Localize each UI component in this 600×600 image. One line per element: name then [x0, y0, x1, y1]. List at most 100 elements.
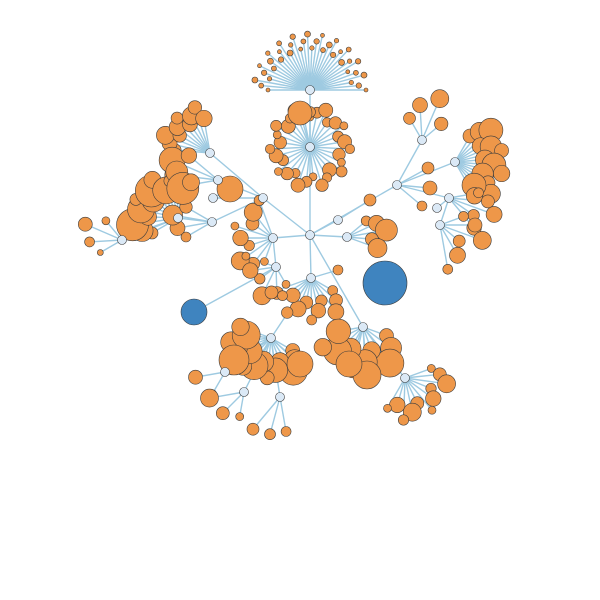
leaf-node[interactable]	[315, 178, 329, 192]
leaf-node[interactable]	[344, 143, 355, 155]
leaf-node[interactable]	[97, 249, 104, 256]
leaf-node[interactable]	[375, 218, 398, 242]
leaf-node[interactable]	[355, 82, 362, 89]
leaf-node[interactable]	[270, 120, 282, 132]
internal-node[interactable]	[205, 148, 215, 158]
leaf-node[interactable]	[412, 97, 428, 113]
leaf-node[interactable]	[309, 45, 315, 51]
leaf-node[interactable]	[442, 263, 454, 275]
leaf-node[interactable]	[425, 390, 442, 407]
leaf-node[interactable]	[313, 338, 332, 357]
leaf-node[interactable]	[258, 82, 265, 89]
leaf-node[interactable]	[339, 121, 349, 131]
leaf-node[interactable]	[272, 130, 282, 140]
leaf-node[interactable]	[458, 211, 469, 222]
leaf-node[interactable]	[254, 273, 266, 285]
leaf-node[interactable]	[426, 364, 436, 373]
internal-node[interactable]	[305, 85, 315, 95]
leaf-node[interactable]	[261, 69, 268, 76]
leaf-node[interactable]	[434, 116, 449, 131]
leaf-node[interactable]	[265, 143, 276, 155]
leaf-node[interactable]	[320, 47, 326, 53]
leaf-node[interactable]	[298, 46, 304, 52]
leaf-node[interactable]	[333, 38, 340, 44]
internal-node[interactable]	[435, 220, 445, 230]
internal-node[interactable]	[266, 333, 276, 343]
leaf-node[interactable]	[78, 216, 93, 232]
leaf-node[interactable]	[422, 180, 438, 196]
leaf-node[interactable]	[271, 65, 277, 72]
leaf-node[interactable]	[330, 51, 337, 58]
leaf-node[interactable]	[347, 58, 353, 64]
leaf-node[interactable]	[383, 403, 392, 413]
internal-node[interactable]	[220, 367, 230, 377]
leaf-node[interactable]	[180, 231, 192, 243]
leaf-node[interactable]	[300, 38, 307, 45]
leaf-node[interactable]	[200, 388, 219, 408]
internal-node[interactable]	[275, 392, 285, 402]
leaf-node[interactable]	[367, 238, 388, 258]
leaf-node[interactable]	[242, 262, 259, 279]
internal-node[interactable]	[207, 217, 217, 227]
leaf-node[interactable]	[320, 33, 325, 38]
leaf-node[interactable]	[325, 318, 351, 344]
leaf-node[interactable]	[327, 303, 345, 321]
leaf-node[interactable]	[277, 49, 282, 55]
leaf-node[interactable]	[338, 59, 345, 66]
highlighted-node[interactable]	[362, 260, 408, 306]
leaf-node[interactable]	[235, 412, 244, 421]
leaf-node[interactable]	[427, 405, 437, 415]
internal-node[interactable]	[392, 180, 402, 190]
internal-node[interactable]	[342, 232, 352, 242]
leaf-node[interactable]	[290, 177, 306, 193]
leaf-node[interactable]	[430, 89, 450, 108]
leaf-node[interactable]	[348, 79, 354, 86]
leaf-node[interactable]	[332, 264, 344, 276]
internal-node[interactable]	[239, 387, 249, 397]
internal-node[interactable]	[444, 193, 454, 203]
leaf-node[interactable]	[241, 251, 251, 261]
leaf-node[interactable]	[265, 87, 271, 93]
leaf-node[interactable]	[493, 164, 511, 183]
leaf-node[interactable]	[280, 167, 294, 181]
leaf-node[interactable]	[467, 217, 483, 233]
internal-node[interactable]	[173, 213, 183, 223]
leaf-node[interactable]	[288, 42, 294, 48]
internal-node[interactable]	[305, 142, 315, 152]
leaf-node[interactable]	[280, 426, 292, 437]
leaf-node[interactable]	[287, 100, 313, 126]
leaf-node[interactable]	[304, 30, 311, 38]
leaf-node[interactable]	[267, 57, 274, 65]
internal-node[interactable]	[333, 215, 343, 225]
leaf-node[interactable]	[335, 165, 348, 178]
leaf-node[interactable]	[363, 87, 369, 93]
leaf-node[interactable]	[437, 374, 456, 394]
internal-node[interactable]	[268, 233, 278, 243]
leaf-node[interactable]	[452, 234, 466, 248]
leaf-node[interactable]	[264, 285, 279, 300]
leaf-node[interactable]	[306, 314, 318, 326]
leaf-node[interactable]	[274, 167, 283, 176]
leaf-node[interactable]	[230, 221, 240, 231]
leaf-node[interactable]	[389, 396, 406, 413]
leaf-node[interactable]	[310, 303, 326, 319]
internal-node[interactable]	[400, 373, 410, 383]
leaf-node[interactable]	[101, 216, 111, 226]
internal-node[interactable]	[258, 193, 268, 203]
leaf-node[interactable]	[335, 350, 363, 378]
leaf-node[interactable]	[170, 111, 184, 125]
leaf-node[interactable]	[276, 40, 282, 47]
leaf-node[interactable]	[182, 173, 200, 192]
internal-node[interactable]	[271, 262, 281, 272]
internal-node[interactable]	[213, 175, 223, 185]
leaf-node[interactable]	[216, 406, 230, 421]
leaf-node[interactable]	[286, 49, 294, 57]
leaf-node[interactable]	[360, 71, 368, 79]
leaf-node[interactable]	[473, 187, 484, 199]
leaf-node[interactable]	[281, 306, 294, 319]
leaf-node[interactable]	[216, 175, 244, 203]
leaf-node[interactable]	[337, 158, 346, 167]
leaf-node[interactable]	[345, 46, 352, 53]
leaf-node[interactable]	[472, 231, 492, 250]
leaf-node[interactable]	[325, 41, 333, 49]
